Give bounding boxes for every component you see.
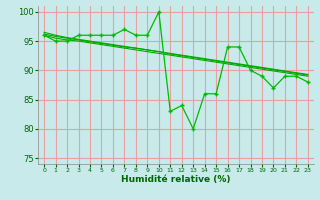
X-axis label: Humidité relative (%): Humidité relative (%) (121, 175, 231, 184)
